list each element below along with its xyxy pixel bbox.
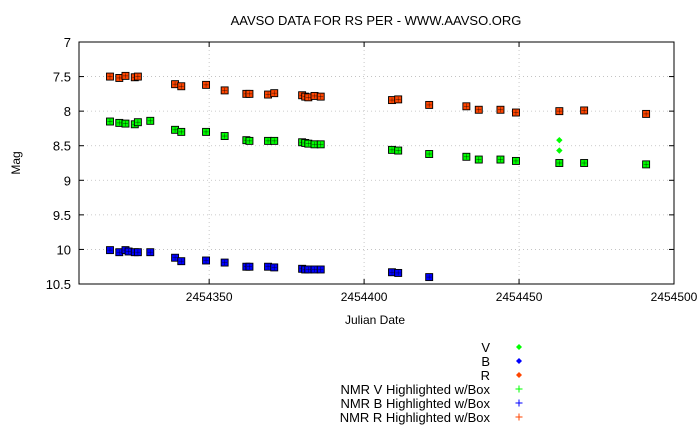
point-v: [556, 147, 563, 154]
point-nmr-v-highlighted-w-box: [133, 118, 142, 127]
y-tick-label: 8.5: [53, 139, 71, 154]
point-nmr-v-highlighted-w-box: [462, 152, 471, 161]
y-axis-label: Mag: [9, 151, 23, 174]
legend-diamond-marker: [516, 358, 522, 364]
y-tick-label: 9.5: [53, 208, 71, 223]
point-nmr-v-highlighted-w-box: [642, 160, 651, 169]
y-tick-label: 7.5: [53, 70, 71, 85]
y-tick-label: 7: [64, 35, 71, 50]
point-nmr-v-highlighted-w-box: [146, 116, 155, 125]
point-nmr-b-highlighted-w-box: [146, 248, 155, 257]
point-nmr-v-highlighted-w-box: [316, 140, 325, 149]
point-nmr-b-highlighted-w-box: [177, 257, 186, 266]
point-nmr-v-highlighted-w-box: [394, 146, 403, 155]
point-nmr-r-highlighted-w-box: [580, 106, 589, 115]
legend-label: NMR R Highlighted w/Box: [340, 410, 491, 425]
legend-diamond-marker: [516, 344, 522, 350]
legend-label: R: [481, 368, 490, 383]
chart-title: AAVSO DATA FOR RS PER - WWW.AAVSO.ORG: [231, 13, 522, 28]
point-nmr-b-highlighted-w-box: [394, 268, 403, 277]
x-tick-label: 2454450: [496, 290, 543, 304]
point-nmr-b-highlighted-w-box: [270, 263, 279, 272]
point-nmr-v-highlighted-w-box: [177, 127, 186, 136]
point-nmr-r-highlighted-w-box: [121, 71, 130, 80]
point-nmr-v-highlighted-w-box: [220, 132, 229, 140]
legend-label: NMR B Highlighted w/Box: [340, 396, 490, 411]
plot-frame: [78, 41, 675, 285]
point-nmr-v-highlighted-w-box: [245, 136, 254, 145]
point-nmr-r-highlighted-w-box: [270, 89, 279, 98]
point-nmr-b-highlighted-w-box: [316, 265, 325, 274]
y-tick-label: 8: [64, 104, 71, 119]
point-nmr-r-highlighted-w-box: [177, 82, 186, 91]
point-nmr-b-highlighted-w-box: [220, 258, 229, 267]
point-nmr-r-highlighted-w-box: [642, 109, 651, 118]
point-nmr-v-highlighted-w-box: [474, 155, 483, 164]
point-nmr-r-highlighted-w-box: [512, 108, 520, 117]
point-nmr-r-highlighted-w-box: [555, 107, 564, 116]
x-axis-label: Julian Date: [345, 313, 405, 327]
y-tick-label: 9: [64, 173, 71, 188]
point-nmr-v-highlighted-w-box: [270, 136, 279, 145]
point-nmr-r-highlighted-w-box: [220, 86, 229, 95]
point-v: [556, 136, 563, 144]
point-nmr-b-highlighted-w-box: [106, 246, 114, 255]
legend-diamond-marker: [516, 372, 522, 378]
point-nmr-v-highlighted-w-box: [202, 127, 211, 136]
point-nmr-r-highlighted-w-box: [202, 80, 211, 89]
point-nmr-v-highlighted-w-box: [496, 155, 505, 164]
point-nmr-r-highlighted-w-box: [394, 95, 403, 104]
legend-label: NMR V Highlighted w/Box: [340, 382, 490, 397]
y-tick-label: 10: [57, 242, 71, 257]
point-nmr-b-highlighted-w-box: [202, 256, 211, 265]
legend-label: V: [481, 340, 490, 355]
point-nmr-r-highlighted-w-box: [245, 89, 254, 98]
point-nmr-v-highlighted-w-box: [425, 150, 434, 158]
point-nmr-r-highlighted-w-box: [496, 105, 505, 114]
axis-ticks: 7 7.5 8 8.5 9 9.5 10 10.5 2454350 2454400 2454450 2…: [46, 35, 697, 304]
point-nmr-r-highlighted-w-box: [133, 72, 142, 81]
x-tick-label: 2454350: [186, 290, 233, 304]
point-nmr-b-highlighted-w-box: [245, 262, 254, 271]
point-nmr-v-highlighted-w-box: [121, 119, 130, 128]
point-nmr-r-highlighted-w-box: [316, 92, 325, 101]
point-nmr-v-highlighted-w-box: [555, 159, 564, 167]
data-points: [106, 71, 651, 282]
point-nmr-v-highlighted-w-box: [512, 156, 520, 165]
y-tick-label: 10.5: [46, 277, 71, 292]
point-nmr-b-highlighted-w-box: [133, 248, 142, 257]
x-tick-label: 2454400: [341, 290, 388, 304]
x-tick-label: 2454500: [651, 290, 697, 304]
point-nmr-r-highlighted-w-box: [474, 105, 483, 114]
point-nmr-r-highlighted-w-box: [462, 102, 471, 111]
point-nmr-v-highlighted-w-box: [106, 117, 114, 126]
point-nmr-r-highlighted-w-box: [425, 100, 434, 109]
point-nmr-b-highlighted-w-box: [425, 273, 434, 282]
point-nmr-r-highlighted-w-box: [106, 72, 114, 81]
point-nmr-v-highlighted-w-box: [580, 159, 589, 167]
legend-label: B: [481, 354, 490, 369]
